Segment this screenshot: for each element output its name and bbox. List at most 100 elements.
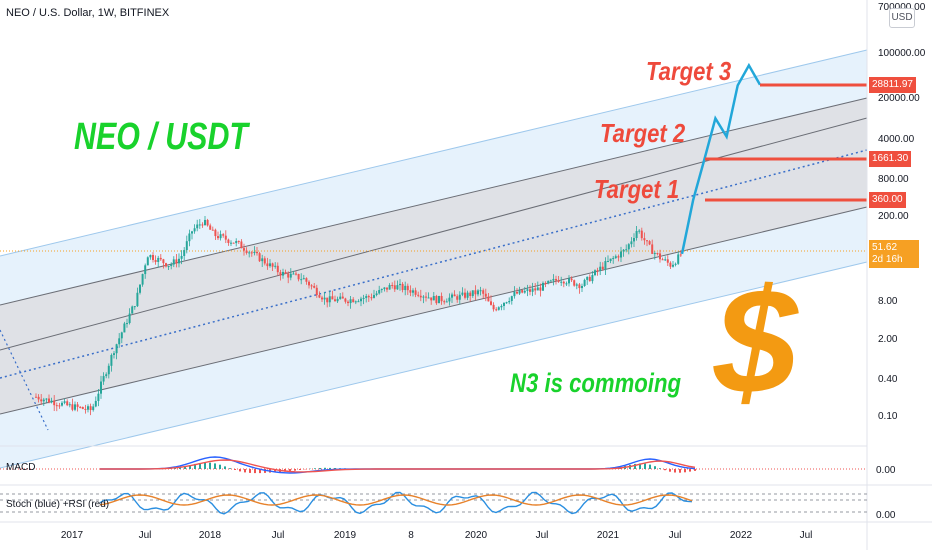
candle-body (432, 295, 435, 301)
candle-body (596, 270, 599, 272)
candle-body (531, 288, 534, 292)
candle-body (263, 258, 266, 264)
candle-body (360, 298, 362, 302)
symbol-header: NEO / U.S. Dollar, 1W, BITFINEX (6, 7, 170, 19)
candle-body (167, 266, 170, 268)
candle-body (237, 241, 240, 243)
candle-body (625, 249, 628, 251)
candle-body (243, 248, 245, 251)
candle-body (141, 274, 144, 285)
channel-line (0, 117, 868, 351)
candle-body (414, 290, 417, 295)
candle-body (518, 290, 521, 294)
candle-body (679, 254, 682, 256)
candle-body (614, 256, 617, 259)
candle-body (292, 273, 295, 275)
candle-body (386, 287, 388, 290)
chart-title-annotation: NEO / USDT (74, 116, 248, 158)
candle-body (196, 224, 199, 229)
candle-body (230, 242, 232, 244)
candle-body (630, 241, 633, 245)
candle-body (209, 225, 212, 230)
candle-body (159, 257, 162, 260)
x-tick-label: 2021 (597, 530, 620, 541)
candle-body (352, 299, 355, 303)
candle-body (261, 258, 264, 262)
candle-body (300, 279, 303, 281)
candle-body (349, 299, 352, 304)
candle-body (339, 296, 342, 299)
candle-body (110, 354, 113, 366)
candle-body (302, 278, 305, 280)
candle-body (40, 399, 43, 402)
candle-body (646, 240, 648, 242)
candle-body (526, 289, 529, 291)
candle-body (393, 285, 396, 290)
candle-body (276, 265, 279, 273)
candle-body (269, 263, 271, 267)
candle-body (295, 273, 297, 275)
inner-channel-band (0, 98, 867, 414)
candle-body (443, 301, 446, 303)
x-tick-label: Jul (139, 530, 152, 541)
candle-body (357, 301, 360, 303)
candle-body (123, 323, 126, 333)
candle-body (404, 285, 407, 291)
candle-body (430, 297, 433, 301)
candle-body (328, 296, 331, 303)
candle-body (183, 250, 186, 256)
candle-body (89, 406, 92, 411)
candle-body (370, 297, 373, 299)
candle-body (653, 253, 656, 255)
candle-body (542, 282, 544, 291)
note-annotation: N3 is commoing (510, 368, 682, 398)
candle-body (617, 256, 620, 258)
candle-body (185, 241, 188, 251)
candle-body (115, 344, 118, 354)
x-tick-label: 2018 (199, 530, 222, 541)
candle-body (266, 263, 269, 267)
candle-body (487, 296, 490, 302)
candle-body (425, 296, 427, 298)
candle-body (599, 266, 602, 271)
candle-body (539, 287, 542, 291)
candle-body (638, 230, 641, 232)
candle-body (48, 398, 50, 403)
candle-body (149, 255, 152, 258)
candle-body (529, 289, 531, 292)
candle-body (373, 295, 375, 298)
y-tick-label: 20000.00 (878, 93, 920, 104)
candle-body (534, 288, 537, 291)
candle-body (66, 401, 69, 406)
candle-body (326, 297, 329, 303)
currency-button[interactable]: USD (889, 8, 915, 28)
candle-body (146, 257, 149, 266)
candle-body (669, 262, 672, 267)
candle-body (474, 290, 477, 295)
last-price-value: 51.62 (872, 242, 898, 253)
candle-body (157, 257, 160, 262)
candle-body (427, 297, 430, 299)
candle-body (318, 295, 321, 298)
candle-body (305, 278, 308, 282)
candle-body (505, 302, 508, 304)
candle-body (92, 406, 95, 411)
candle-body (120, 332, 123, 339)
candle-body (76, 404, 79, 407)
candle-body (289, 273, 292, 278)
candle-body (464, 292, 466, 298)
candle-body (461, 292, 464, 295)
candle-body (458, 294, 461, 300)
candle-body (492, 304, 495, 310)
candle-body (206, 219, 209, 226)
candle-body (469, 292, 472, 296)
candle-body (651, 244, 654, 254)
candle-body (152, 255, 154, 261)
candle-body (334, 299, 336, 302)
x-tick-label: Jul (272, 530, 285, 541)
candle-body (162, 259, 165, 264)
candle-body (347, 301, 349, 304)
candle-body (172, 259, 175, 265)
candle-body (451, 294, 453, 298)
candle-body (490, 301, 492, 305)
